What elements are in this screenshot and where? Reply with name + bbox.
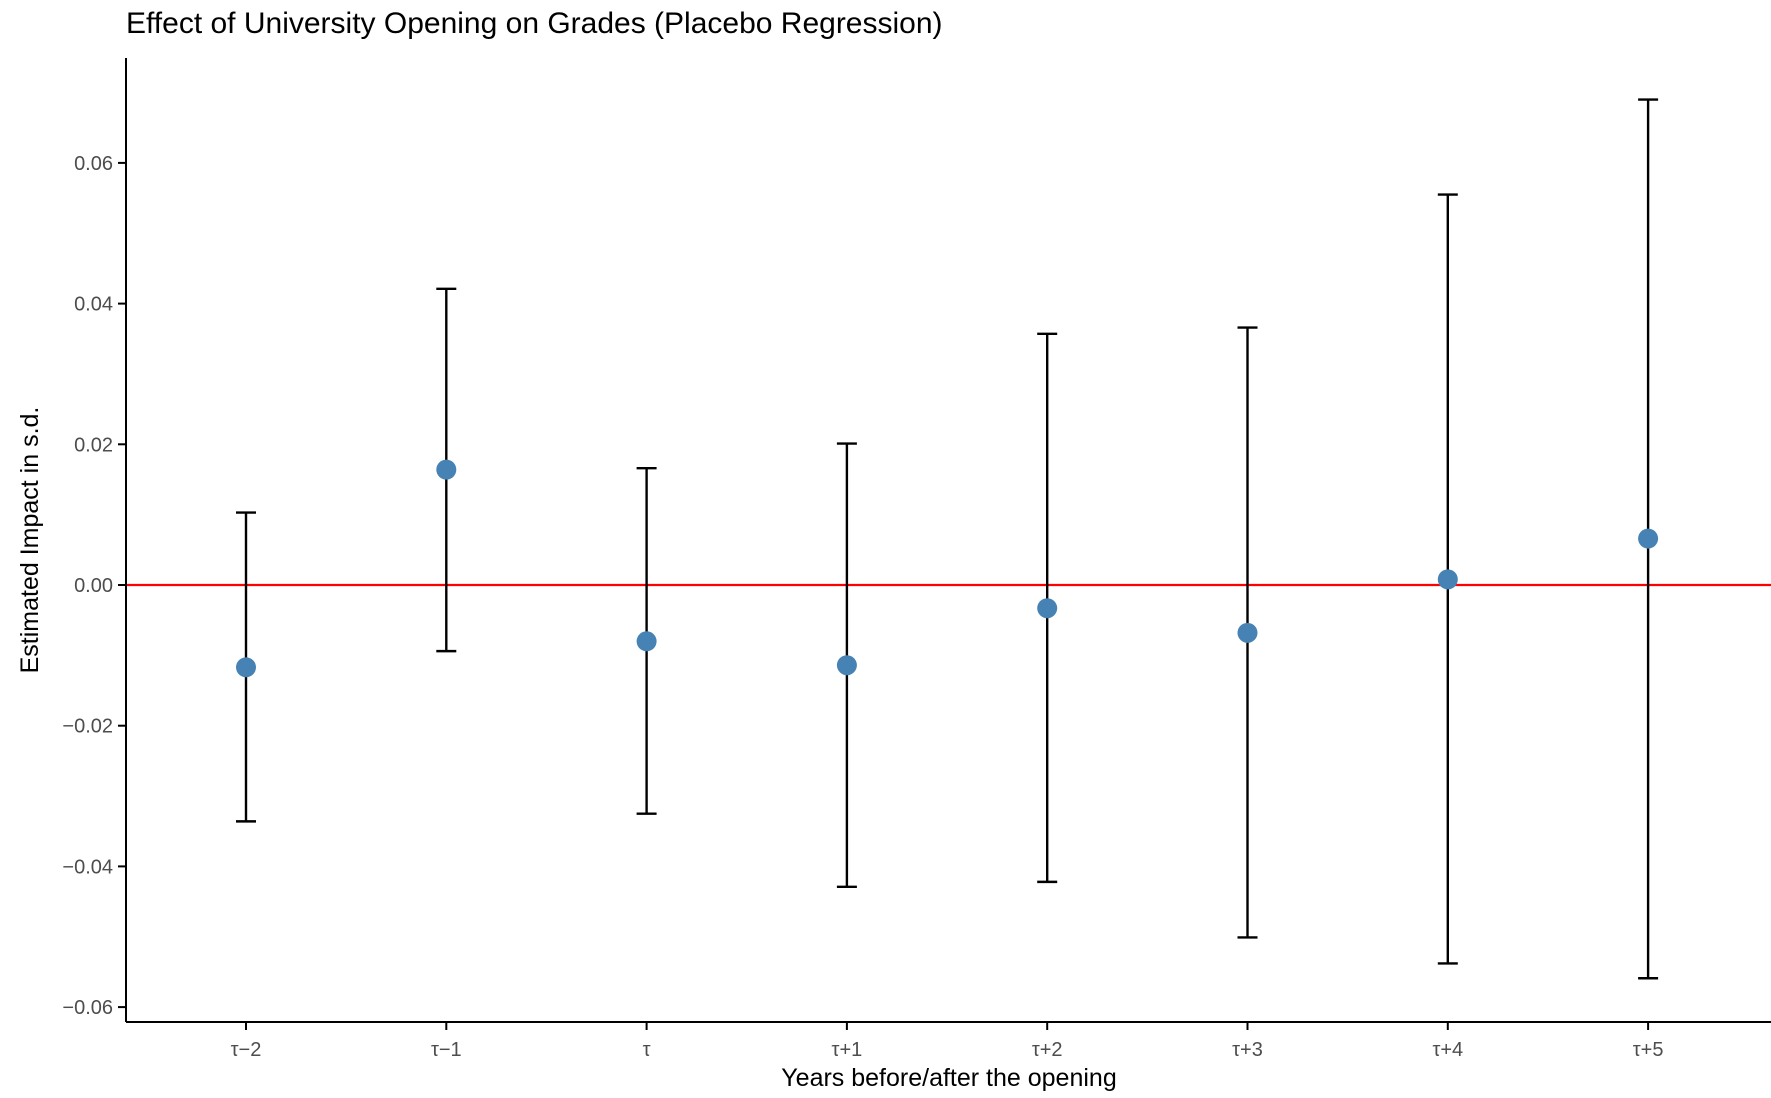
x-axis-title: Years before/after the opening [781,1064,1116,1092]
estimate-point [636,631,657,652]
estimate-point [1638,528,1659,549]
chart-title: Effect of University Opening on Grades (… [126,7,943,40]
x-axis-ticks: τ−2 τ−1 τ τ+1 τ+2 τ+3 τ+4 τ+5 [231,1022,1664,1061]
y-tick-label: −0.02 [62,716,113,738]
x-tick-label: τ+1 [832,1039,863,1061]
x-tick-label: τ−1 [431,1039,462,1061]
x-tick-label: τ+4 [1432,1039,1463,1061]
y-axis-title: Estimated Impact in s.d. [16,407,44,674]
y-tick-label: 0.00 [74,575,113,597]
estimate-point [1237,622,1258,643]
x-tick-label: τ [643,1039,651,1061]
y-tick-label: −0.04 [62,856,113,878]
y-tick-label: 0.04 [74,294,113,316]
estimate-point [436,459,457,480]
x-tick-label: τ−2 [231,1039,262,1061]
errorbar-layer [236,98,1659,980]
point-layer [236,459,1659,678]
estimate-point [836,655,857,676]
y-axis-ticks: −0.06 −0.04 −0.02 0.00 0.02 0.04 0.06 [62,153,126,1019]
y-tick-label: 0.06 [74,153,113,175]
estimate-point [1037,598,1058,619]
x-tick-label: τ+3 [1232,1039,1263,1061]
estimate-point [236,657,256,678]
estimate-point [1437,569,1458,590]
y-tick-label: 0.02 [74,434,113,456]
x-tick-label: τ+2 [1032,1039,1063,1061]
x-tick-label: τ+5 [1633,1039,1664,1061]
y-tick-label: −0.06 [62,997,113,1019]
